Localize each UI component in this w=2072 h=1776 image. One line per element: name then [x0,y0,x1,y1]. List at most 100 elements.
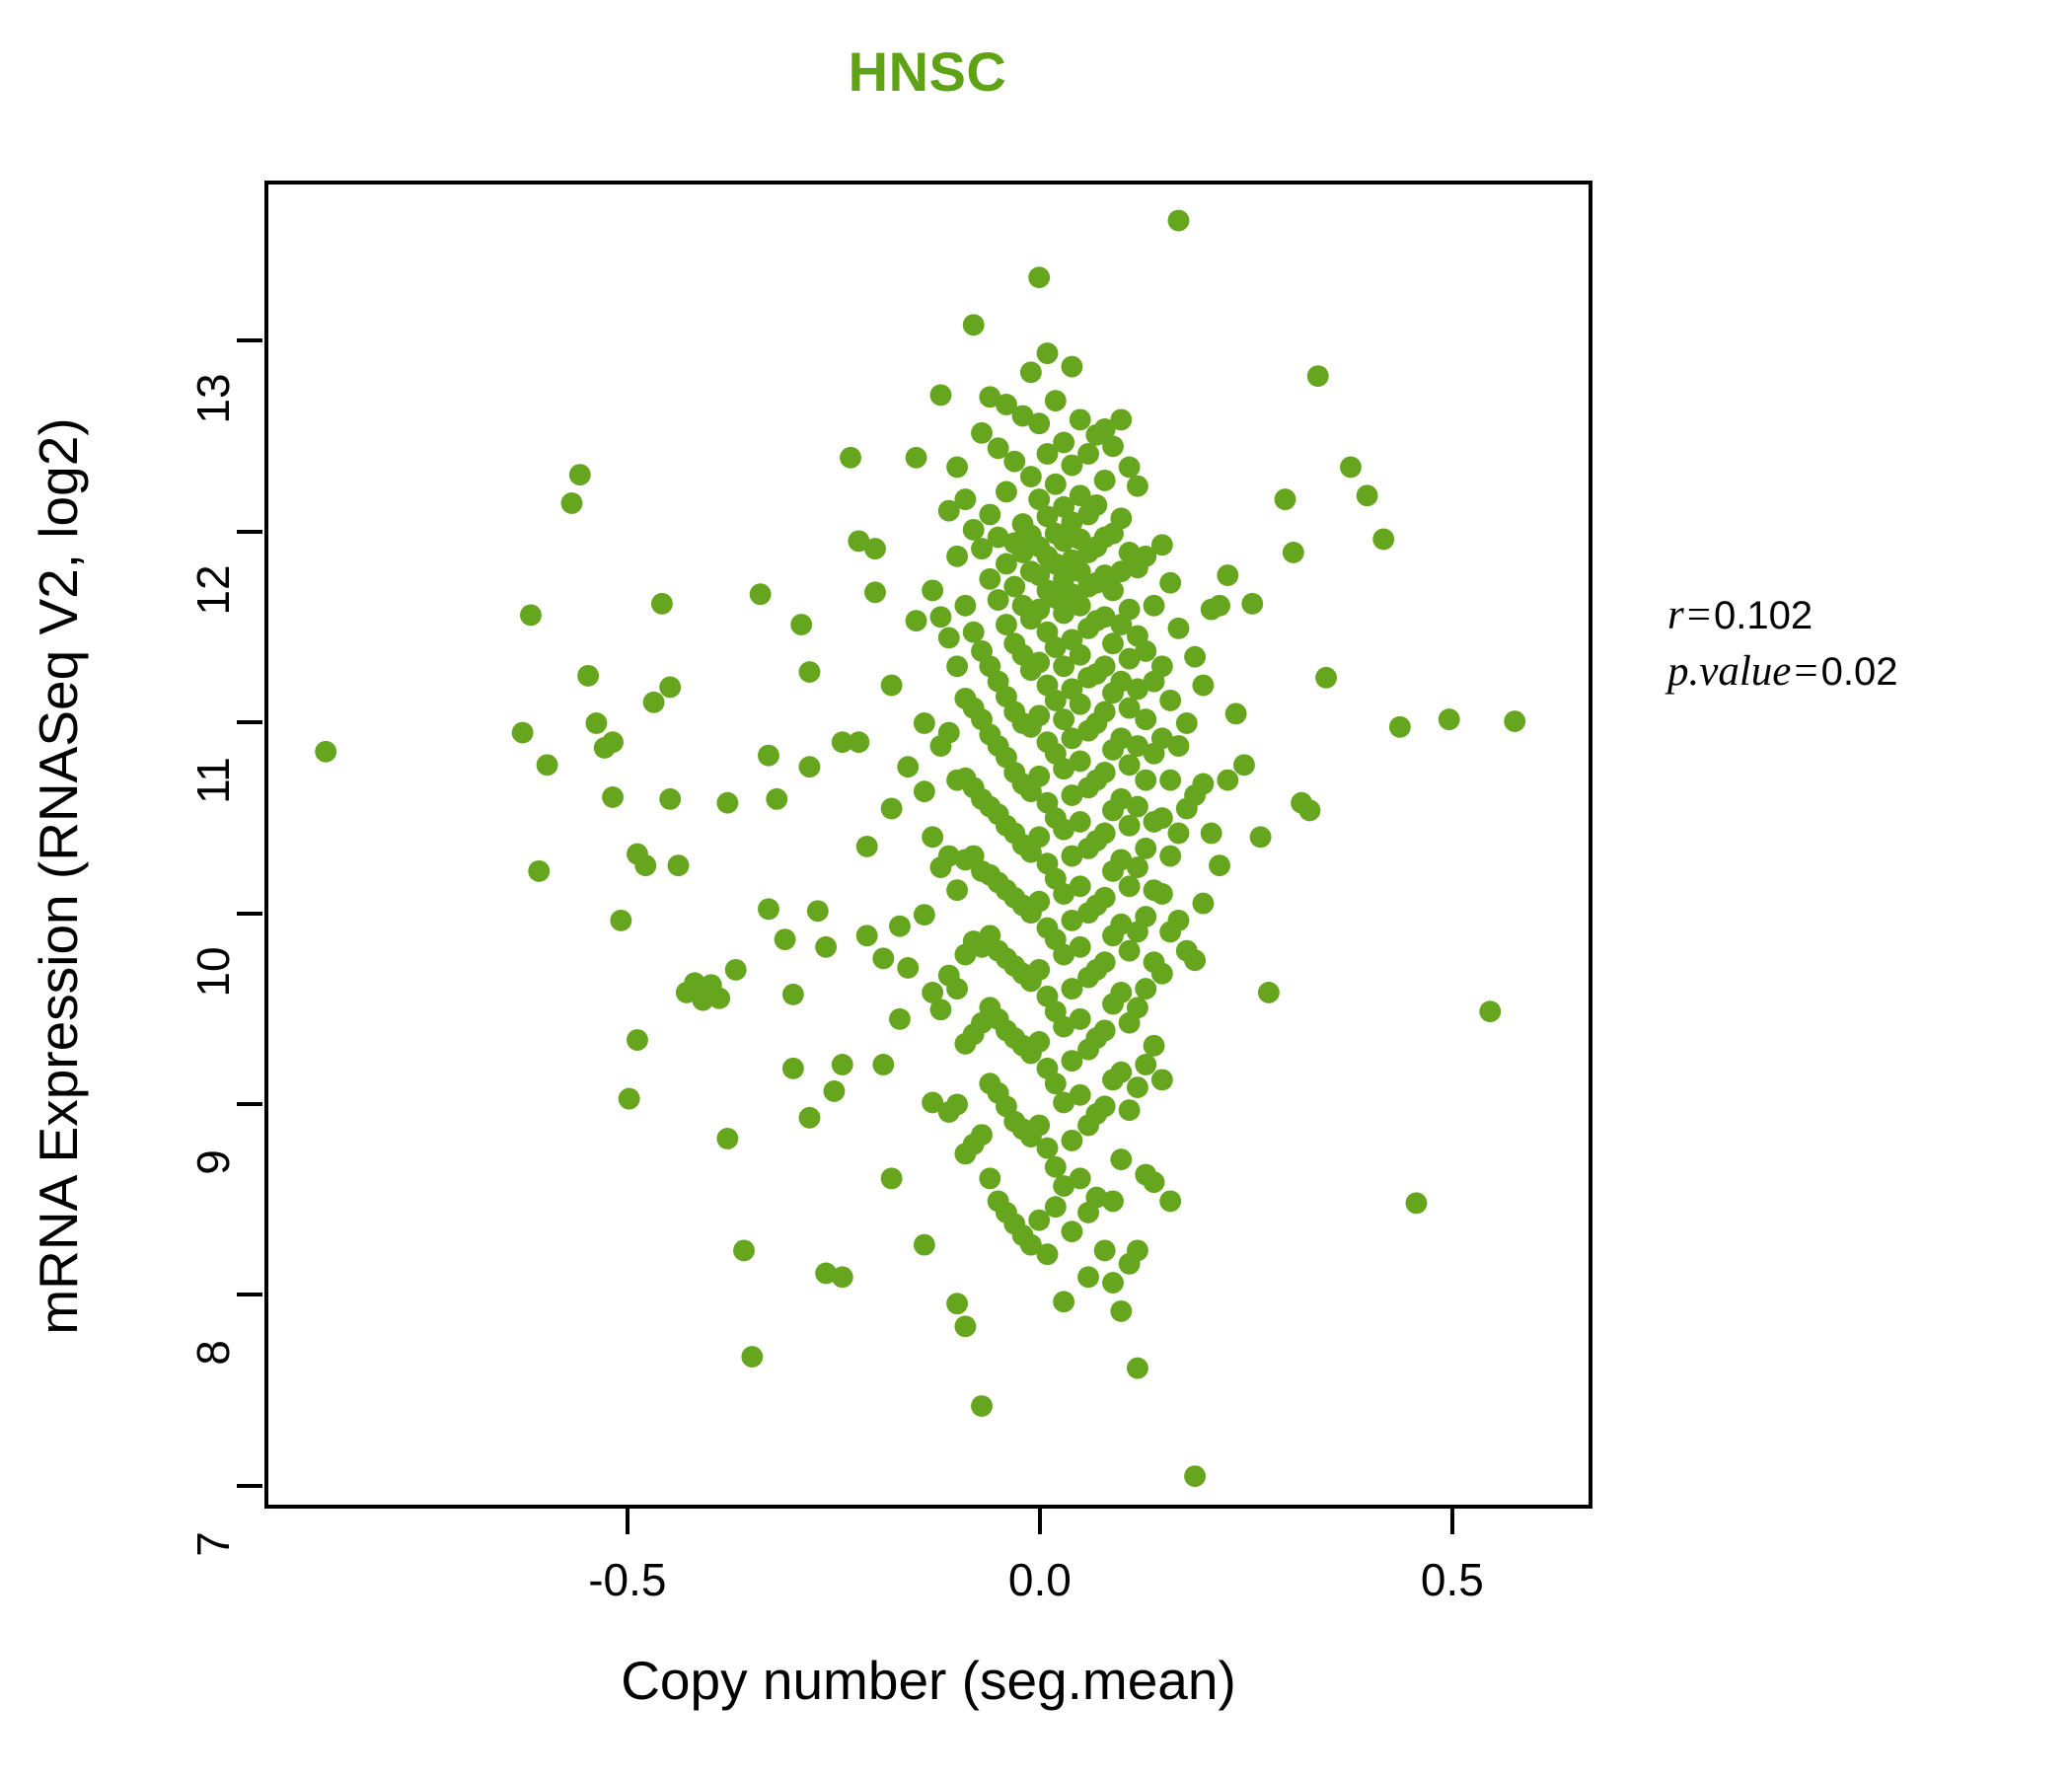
data-point [946,879,969,902]
data-point [1217,769,1239,791]
data-point [749,583,772,606]
data-point [1118,1099,1141,1122]
data-point [1069,1167,1091,1190]
data-point [1053,602,1075,625]
data-point [798,756,821,778]
data-point [1093,701,1116,723]
data-point [1126,1239,1148,1262]
data-point [971,1124,993,1147]
data-point [946,655,969,678]
data-point [1093,1095,1116,1118]
data-point [1135,708,1157,731]
data-point [1061,784,1083,806]
correlation-symbol: r [1667,592,1684,638]
data-point [659,787,682,810]
data-point [1069,484,1091,507]
data-point [1143,1171,1165,1194]
data-point [1159,571,1182,594]
data-point [1093,762,1116,783]
data-point [962,518,985,541]
data-point [1061,355,1083,378]
data-point [1036,1243,1059,1266]
data-point [1405,1192,1428,1215]
data-point [1053,1175,1075,1197]
data-point [971,421,993,444]
data-point [1150,807,1173,830]
data-point [1102,1272,1124,1295]
data-point [1388,715,1411,738]
data-point [1372,528,1395,551]
data-point [724,958,747,981]
data-point [1093,886,1116,909]
pvalue-stat: p.value=0.02 [1667,644,1898,701]
data-point [1257,982,1280,1003]
data-point [888,1007,911,1030]
data-point [520,604,542,627]
data-point [1061,845,1083,867]
data-point [1118,456,1141,479]
data-point [1150,727,1173,750]
data-point [848,731,870,754]
data-point [1053,943,1075,966]
data-point [1135,1054,1157,1075]
data-point [1093,1019,1116,1042]
data-point [1053,1015,1075,1038]
data-point [1069,643,1091,666]
data-point [1036,505,1059,528]
data-point [758,898,779,921]
data-point [577,664,600,687]
data-point [815,1262,838,1285]
data-point [880,674,903,697]
data-point [602,786,624,808]
data-point [708,987,731,1009]
data-point [922,982,944,1003]
data-point [996,481,1017,503]
data-point [1028,1209,1051,1231]
data-point [831,731,853,754]
data-point [634,854,657,877]
data-point [1028,1031,1051,1053]
pvalue-value: 0.02 [1820,649,1898,694]
data-point [1019,1233,1042,1256]
y-tick-mark [237,338,262,343]
data-point [1282,542,1304,563]
data-point [1126,678,1148,701]
plot-area [264,181,1592,1509]
data-point [1126,795,1148,818]
data-point [1110,913,1133,935]
data-point [1126,475,1148,497]
data-point [650,592,673,615]
data-point [1028,890,1051,913]
data-point [1167,822,1190,845]
data-point [618,1087,640,1110]
data-point [1110,560,1133,583]
data-point [1126,856,1148,879]
data-point [1044,636,1067,658]
data-point [1053,431,1075,454]
data-point [1504,710,1526,732]
data-point [1159,769,1182,791]
data-point [560,492,583,514]
data-point [979,386,1001,408]
data-point [996,394,1017,415]
data-point [1028,958,1051,981]
data-point [1159,845,1182,867]
data-point [528,859,551,882]
data-point [1036,342,1059,365]
y-tick-label: 7 [187,1530,239,1557]
data-point [610,909,632,931]
data-point [1135,545,1157,567]
x-tick-mark [1449,1509,1454,1534]
data-point [1200,822,1222,845]
data-point [798,661,821,683]
data-point [996,614,1017,635]
data-point [1028,598,1051,621]
data-point [888,915,911,937]
data-point [1061,727,1083,750]
data-point [1150,655,1173,678]
data-point [1069,594,1091,617]
y-tick-label: 12 [187,564,239,616]
data-point [1118,875,1141,898]
data-point [1061,909,1083,931]
